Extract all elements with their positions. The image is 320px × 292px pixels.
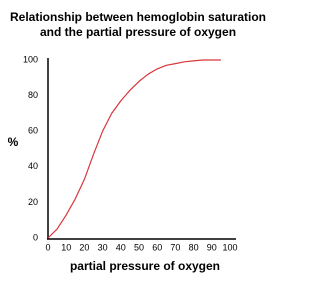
x-tick-label: 10 xyxy=(61,242,71,252)
curve xyxy=(47,59,221,239)
y-tick-label: 80 xyxy=(28,90,38,100)
chart-title: Relationship between hemoglobin saturati… xyxy=(10,10,266,24)
x-tick-label: 90 xyxy=(207,242,217,252)
x-tick-label: 40 xyxy=(116,242,126,252)
x-axis-label: partial pressure of oxygen xyxy=(70,259,220,273)
y-tick-label: 100 xyxy=(23,54,38,64)
chart: Relationship between hemoglobin saturati… xyxy=(8,10,266,273)
x-tick-label: 100 xyxy=(222,242,237,252)
x-tick-label: 80 xyxy=(189,242,199,252)
x-tick-label: 30 xyxy=(98,242,108,252)
x-tick-label: 0 xyxy=(45,242,50,252)
x-tick-label: 70 xyxy=(170,242,180,252)
y-tick-label: 60 xyxy=(28,126,38,136)
y-tick-label: 20 xyxy=(28,197,38,207)
y-axis-label: % xyxy=(8,135,19,149)
x-tick-label: 50 xyxy=(134,242,144,252)
x-tick-label: 20 xyxy=(79,242,89,252)
x-tick-label: 60 xyxy=(152,242,162,252)
chart-title: and the partial pressure of oxygen xyxy=(40,25,236,39)
y-tick-label: 40 xyxy=(28,161,38,171)
y-tick-label: 0 xyxy=(33,232,38,242)
